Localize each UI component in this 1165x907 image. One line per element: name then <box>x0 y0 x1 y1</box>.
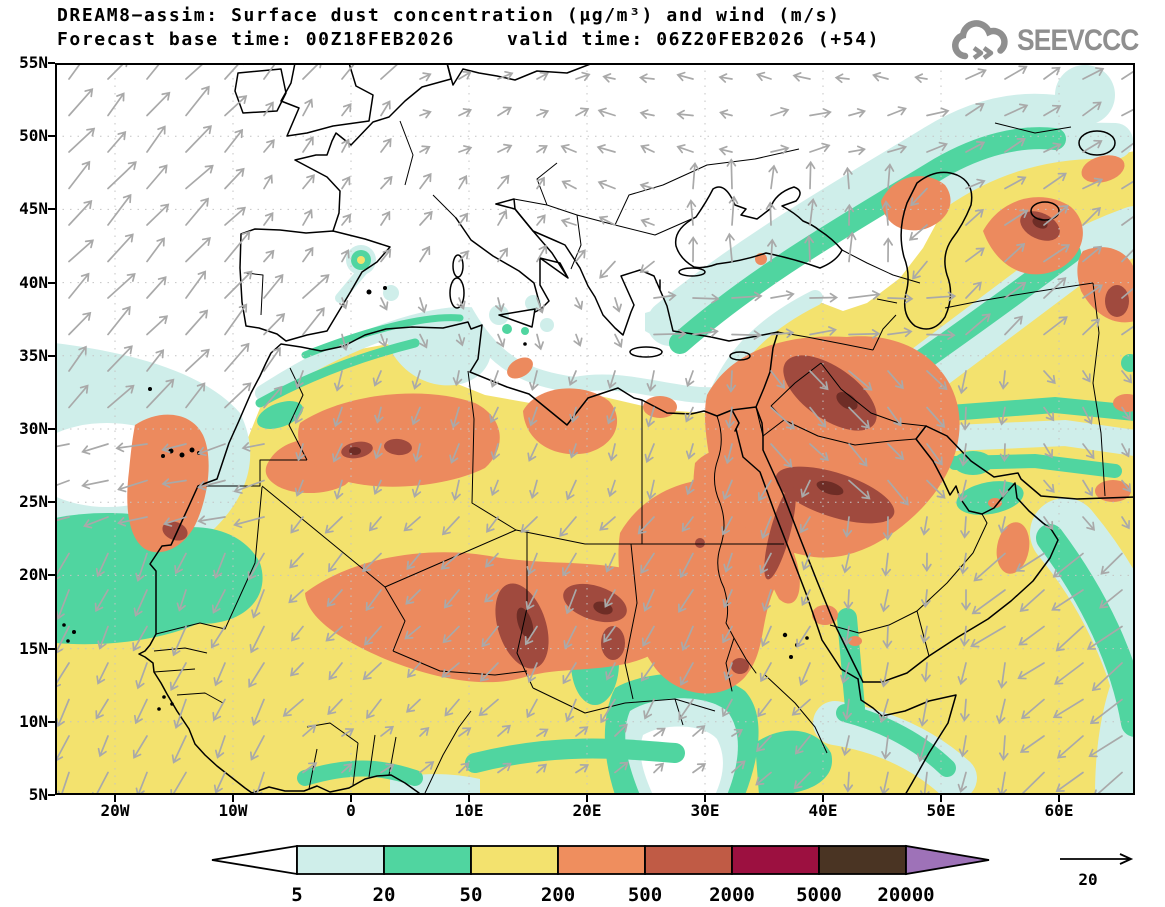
dust-wind-map <box>55 63 1135 795</box>
forecast-time-line: Forecast base time: 00Z18FEB2026 valid ti… <box>57 29 880 50</box>
seevccc-cloud-icon <box>951 20 1008 60</box>
lat-tick-label: 30N <box>19 419 48 438</box>
lat-tickmark <box>48 794 55 796</box>
lon-tickmark <box>586 795 588 802</box>
lat-tick-label: 55N <box>19 53 48 72</box>
lat-tickmark <box>48 720 55 723</box>
lon-tick-label: 20W <box>100 801 130 820</box>
wind-reference-arrow: 20 <box>1060 853 1134 889</box>
wind-reference-label: 20 <box>1078 870 1097 889</box>
graticule-gridlines <box>55 63 1135 795</box>
lat-tickmark <box>48 281 55 284</box>
island-dots <box>62 286 809 711</box>
lon-tickmark <box>350 795 352 802</box>
lat-tickmark <box>48 135 55 138</box>
lat-tick-label: 35N <box>19 345 48 365</box>
lon-tickmark <box>704 795 706 802</box>
lat-tick-label: 15N <box>19 638 48 658</box>
lon-tickmark <box>822 795 824 802</box>
lon-tickmark <box>468 795 470 802</box>
colorbar-tick-label: 50 <box>460 884 483 906</box>
seevccc-logo: SEEVCCC <box>949 18 1155 64</box>
lat-tick-label: 45N <box>19 199 48 219</box>
colorbar-tick-label: 500 <box>628 884 662 906</box>
colorbar-tick-label: 2000 <box>709 884 755 906</box>
lat-tick-label: 40N <box>19 272 48 292</box>
forecast-base-time: Forecast base time: 00Z18FEB2026 <box>57 29 455 50</box>
valid-time: valid time: 06Z20FEB2026 (+54) <box>506 29 881 50</box>
lon-tick-label: 60E <box>1044 801 1074 820</box>
map-frame <box>55 63 1135 795</box>
lat-tickmark <box>48 208 55 211</box>
lon-tick-label: 20E <box>572 801 602 820</box>
lon-tick-label: 50E <box>926 801 956 820</box>
lat-tickmark <box>48 62 55 64</box>
lon-tick-label: 10E <box>454 801 484 820</box>
lat-tick-label: 25N <box>19 492 48 512</box>
colorbar-tick-label: 5 <box>291 884 302 906</box>
lon-tick-label: 10W <box>218 801 248 820</box>
dust-concentration-fills <box>55 65 1135 795</box>
lat-tickmark <box>48 501 55 504</box>
lat-tickmark <box>48 428 55 430</box>
lon-tick-label: 30E <box>690 801 720 820</box>
lon-tick-label: 40E <box>808 801 838 820</box>
lat-tick-label: 50N <box>19 126 48 146</box>
lat-tick-label: 20N <box>19 565 48 585</box>
wind-vector-arrows <box>55 63 1135 795</box>
colorbar-tick-label: 5000 <box>796 884 842 906</box>
lon-tick-label: 0 <box>346 801 356 820</box>
page-title: DREAM8−assim: Surface dust concentration… <box>57 5 841 26</box>
lon-tickmark <box>232 795 234 802</box>
lat-tick-label: 5N <box>28 785 48 804</box>
lon-tickmark <box>1058 795 1060 802</box>
concentration-colorbar: 5 20 50 200 500 2000 5000 20000 <box>211 844 990 906</box>
lon-tickmark <box>114 795 116 802</box>
colorbar-tick-label: 20 <box>373 884 396 906</box>
lat-tickmark <box>48 647 55 650</box>
lat-tick-label: 10N <box>19 711 48 731</box>
logo-text: SEEVCCC <box>1016 24 1139 57</box>
lon-tickmark <box>940 795 942 802</box>
colorbar-tick-label: 20000 <box>877 884 934 906</box>
map-border <box>55 63 1135 795</box>
lat-tickmark <box>48 354 55 357</box>
colorbar-tick-label: 200 <box>541 884 575 906</box>
lat-tickmark <box>48 574 55 577</box>
